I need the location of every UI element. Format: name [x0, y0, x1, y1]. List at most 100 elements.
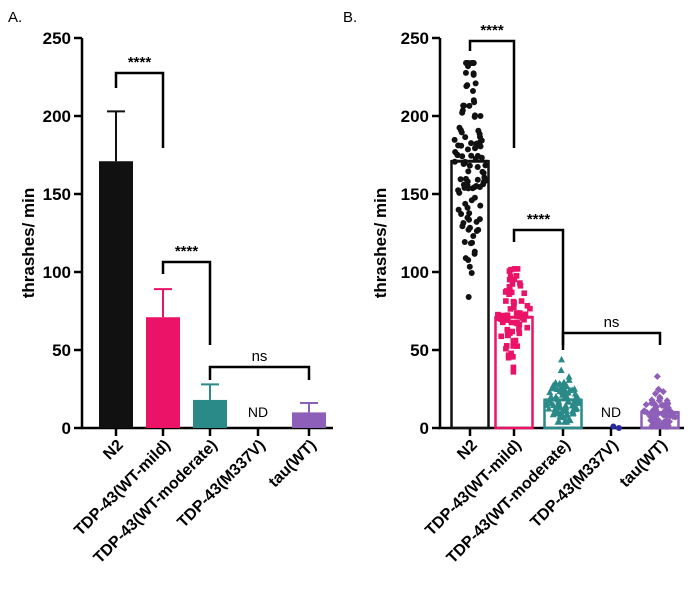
- data-point: [459, 223, 466, 230]
- nd-label: ND: [248, 404, 268, 420]
- data-point: [651, 390, 659, 398]
- data-point: [468, 140, 475, 147]
- data-point: [509, 281, 516, 287]
- data-point: [559, 387, 567, 395]
- data-point: [459, 107, 466, 114]
- y-tick-label: 0: [62, 419, 71, 438]
- data-point: [482, 162, 489, 169]
- data-point: [467, 240, 474, 247]
- data-point: [615, 425, 622, 431]
- data-point: [466, 102, 473, 109]
- data-point: [655, 397, 663, 405]
- data-point: [508, 276, 515, 283]
- significance-label: ns: [252, 348, 268, 365]
- data-point: [513, 273, 520, 279]
- data-point: [473, 218, 480, 225]
- data-point: [547, 392, 555, 400]
- data-point: [473, 227, 480, 234]
- data-point: [546, 396, 554, 403]
- data-point: [557, 410, 565, 418]
- data-point: [466, 263, 473, 270]
- y-tick-label: 150: [401, 185, 429, 204]
- significance-label: ns: [604, 314, 620, 331]
- data-point: [558, 355, 566, 363]
- y-tick-label: 250: [401, 29, 429, 48]
- data-point: [659, 388, 667, 396]
- data-point: [571, 405, 579, 413]
- data-point: [503, 345, 509, 352]
- data-point: [522, 311, 529, 318]
- data-point: [562, 412, 570, 419]
- data-point: [649, 421, 657, 429]
- significance-bracket: [208, 365, 311, 380]
- data-point: [518, 298, 525, 304]
- data-point: [516, 321, 523, 328]
- y-tick-label: 100: [43, 263, 71, 282]
- data-point: [464, 214, 471, 221]
- data-point: [457, 176, 464, 183]
- data-point: [511, 266, 518, 272]
- data-point: [477, 113, 484, 120]
- data-point: [545, 405, 553, 412]
- data-point: [516, 326, 522, 333]
- data-point: [575, 399, 583, 406]
- data-point: [498, 333, 504, 340]
- data-point: [642, 401, 650, 409]
- data-point: [643, 408, 651, 416]
- x-category-label: tau(WT): [617, 437, 671, 491]
- data-point: [461, 184, 468, 191]
- nd-label: ND: [601, 404, 621, 420]
- data-point: [510, 354, 516, 360]
- significance-label: ****: [527, 211, 551, 228]
- significance-bracket: [161, 260, 212, 345]
- data-point: [558, 391, 566, 398]
- data-point: [565, 415, 573, 423]
- data-point: [555, 398, 563, 405]
- data-point: [610, 423, 617, 430]
- data-point: [468, 270, 475, 277]
- data-point: [521, 290, 528, 297]
- data-point: [505, 332, 511, 338]
- data-point: [474, 164, 481, 171]
- data-point: [454, 152, 461, 159]
- data-point: [543, 399, 551, 407]
- significance-bracket: [561, 331, 662, 345]
- data-point: [565, 373, 573, 380]
- significance-label: ****: [128, 54, 152, 71]
- data-point: [472, 155, 479, 162]
- data-point: [503, 288, 510, 294]
- data-point: [466, 210, 473, 217]
- x-category-label: TDP-43(M337V): [527, 437, 621, 531]
- data-point: [510, 343, 517, 349]
- significance-bracket: [512, 228, 565, 350]
- data-point: [465, 168, 472, 175]
- data-point: [481, 174, 488, 181]
- data-point: [659, 419, 667, 427]
- data-point: [552, 393, 560, 400]
- data-point: [464, 146, 471, 153]
- data-point: [651, 412, 659, 420]
- data-point: [570, 397, 578, 405]
- data-point: [672, 413, 680, 421]
- significance-label: ****: [480, 22, 504, 39]
- data-point: [477, 202, 484, 209]
- data-point: [554, 408, 562, 416]
- bar: [292, 412, 326, 428]
- data-point: [568, 386, 576, 393]
- data-point: [463, 59, 470, 66]
- data-point: [510, 338, 517, 344]
- data-point: [511, 304, 517, 311]
- panel-label: A.: [8, 9, 22, 26]
- data-point: [562, 407, 570, 414]
- y-tick-label: 200: [43, 107, 71, 126]
- data-point: [648, 399, 656, 407]
- data-point: [504, 317, 511, 323]
- data-point: [556, 402, 564, 410]
- data-point: [504, 326, 511, 333]
- data-point: [469, 87, 476, 94]
- data-point: [653, 373, 661, 381]
- data-point: [495, 312, 501, 318]
- data-point: [462, 158, 469, 165]
